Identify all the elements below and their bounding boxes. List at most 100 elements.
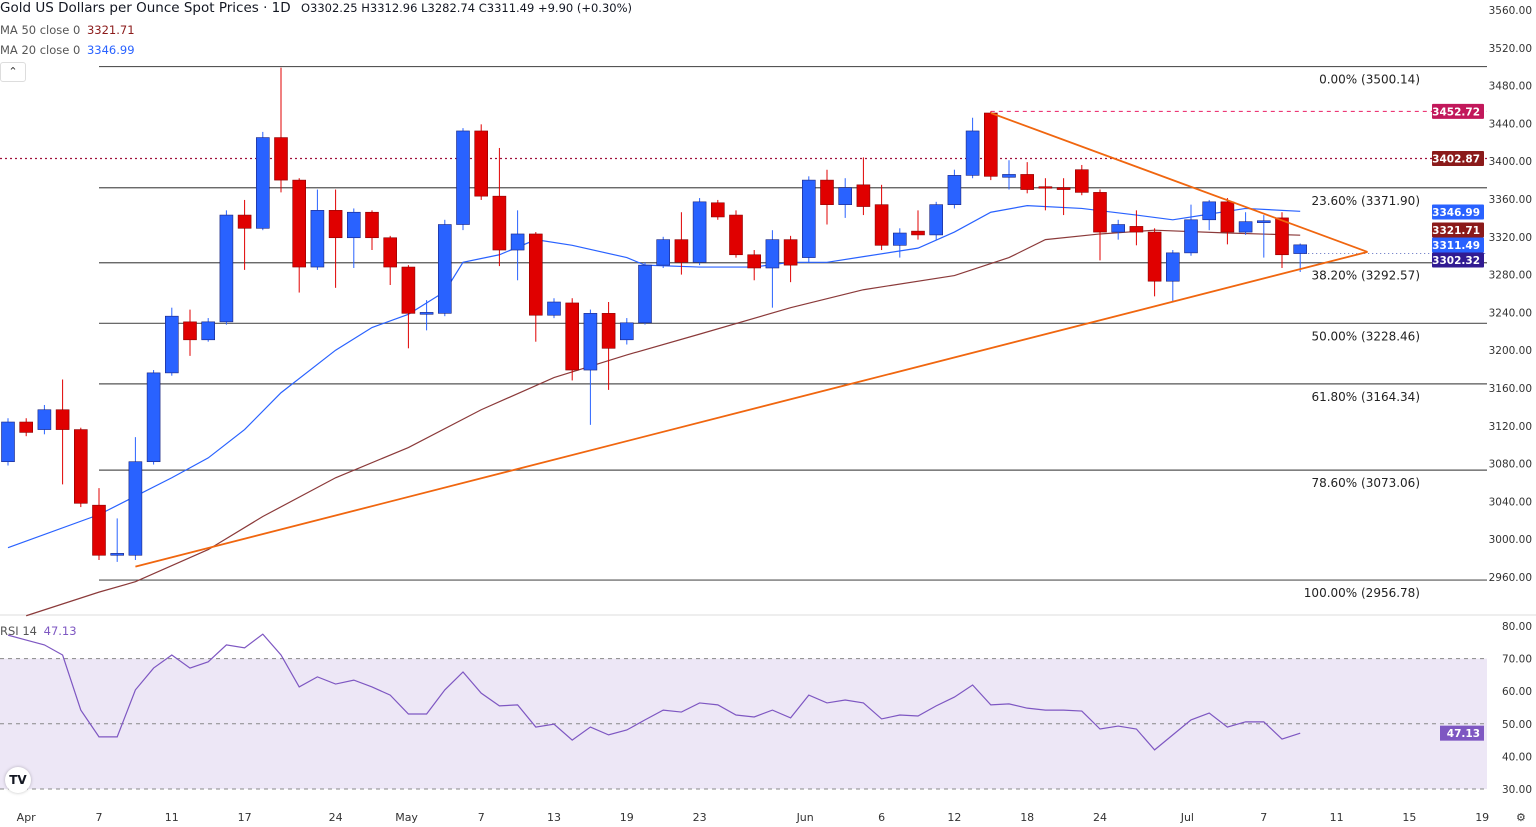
ma50-legend[interactable]: MA 50 close 0 3321.71 (0, 23, 135, 37)
candle-31 (565, 298, 580, 381)
candle-body (528, 233, 543, 316)
price-label-3302.32: 3302.32 (1432, 252, 1484, 268)
price-tick-label: 3320.00 (1489, 232, 1532, 244)
candle-53 (965, 117, 980, 179)
candle-body (656, 239, 671, 266)
candle-body (1075, 169, 1089, 193)
rsi-tick-label: 70.00 (1502, 654, 1532, 666)
candle-45 (820, 169, 834, 225)
candle-body (1093, 192, 1107, 233)
candle-50 (911, 210, 925, 240)
price-label-3452.72: 3452.72 (1432, 103, 1484, 119)
candle-5 (92, 488, 106, 560)
collapse-legend-button[interactable]: ⌃ (0, 62, 26, 82)
price-label-box (1432, 237, 1484, 253)
candle-body (92, 504, 106, 556)
candle-9 (165, 307, 179, 376)
candle-67 (1220, 198, 1235, 245)
candle-body (710, 202, 725, 218)
candle-body (165, 315, 179, 374)
price-label-text: 3452.72 (1432, 106, 1480, 118)
candle-body (583, 313, 598, 371)
candle-27 (492, 147, 507, 267)
price-label-text: 3302.32 (1432, 255, 1480, 267)
candle-body (328, 210, 343, 239)
candle-7 (128, 437, 143, 560)
candle-28 (510, 210, 525, 281)
candle-body (765, 239, 780, 269)
candle-body (1257, 220, 1271, 223)
candle-38 (692, 198, 707, 266)
candle-body (1147, 231, 1162, 282)
candle-body (983, 112, 998, 177)
price-label-text: 3402.87 (1432, 153, 1480, 165)
ma50-value: 3321.71 (86, 23, 135, 37)
timezone-gear-icon: ⚙ (1516, 811, 1526, 824)
candle-10 (183, 309, 197, 356)
candle-3 (55, 379, 70, 485)
candle-body (419, 312, 434, 315)
fib-label-2: 38.20% (3292.57) (1311, 269, 1420, 283)
price-tick-label: 2960.00 (1489, 572, 1532, 584)
fib-label-1: 23.60% (3371.90) (1311, 194, 1420, 208)
rsi-band (0, 658, 1487, 789)
candle-56 (1020, 162, 1035, 194)
candle-body (965, 130, 980, 176)
candle-body (1002, 174, 1016, 178)
candle-body (19, 421, 34, 433)
date-tick-label: 23 (693, 811, 707, 824)
date-tick-label: Jun (796, 811, 814, 824)
candle-body (601, 313, 616, 349)
candle-46 (838, 178, 853, 218)
candle-42 (765, 230, 780, 308)
candle-body (1202, 201, 1216, 221)
rsi-last-label: 47.13 (1440, 725, 1484, 741)
ma50-label: MA 50 close 0 (0, 23, 81, 37)
low-value: L3282.74 (421, 1, 476, 15)
change-value: +9.90 (+0.30%) (537, 1, 633, 15)
price-tick-label: 3080.00 (1489, 459, 1532, 471)
candle-62 (1129, 210, 1144, 246)
date-tick-label: Jul (1180, 811, 1194, 824)
candle-23 (419, 300, 434, 331)
candle-63 (1147, 228, 1162, 297)
candle-body (692, 201, 707, 263)
candle-body (911, 230, 925, 236)
fib-label-3: 50.00% (3228.46) (1311, 329, 1420, 343)
candle-2 (37, 405, 52, 435)
price-tick-label: 3040.00 (1489, 496, 1532, 508)
candle-body (237, 214, 252, 229)
candle-body (492, 195, 507, 251)
candle-body (838, 187, 853, 205)
high-value: H3312.96 (361, 1, 418, 15)
price-tick-label: 3000.00 (1489, 534, 1532, 546)
candle-body (274, 137, 288, 181)
rsi-tick-label: 30.00 (1502, 784, 1532, 796)
candle-body (1238, 221, 1253, 233)
candle-body (1020, 174, 1035, 190)
candle-body (747, 254, 762, 269)
candle-11 (201, 318, 215, 342)
candle-body (74, 429, 88, 504)
candle-29 (528, 232, 543, 342)
candle-37 (674, 212, 689, 275)
candle-body (310, 210, 325, 268)
candle-body (820, 179, 834, 205)
ma20-line (7, 205, 1301, 549)
price-label-text: 3311.49 (1432, 240, 1480, 252)
tradingview-logo[interactable]: TV (5, 767, 31, 793)
price-tick-label: 3560.00 (1489, 5, 1532, 17)
candle-body (1166, 252, 1180, 282)
candle-body (401, 266, 416, 314)
candle-41 (747, 250, 762, 281)
date-tick-label: 7 (1260, 811, 1267, 824)
candle-60 (1093, 189, 1107, 261)
rsi-legend[interactable]: RSI 14 47.13 (0, 624, 77, 638)
candle-14 (255, 131, 270, 231)
candle-body (783, 239, 798, 266)
candle-1 (19, 418, 34, 437)
candle-body (1275, 217, 1289, 256)
ma20-legend[interactable]: MA 20 close 0 3346.99 (0, 43, 135, 57)
rsi-label: RSI 14 (0, 624, 37, 638)
